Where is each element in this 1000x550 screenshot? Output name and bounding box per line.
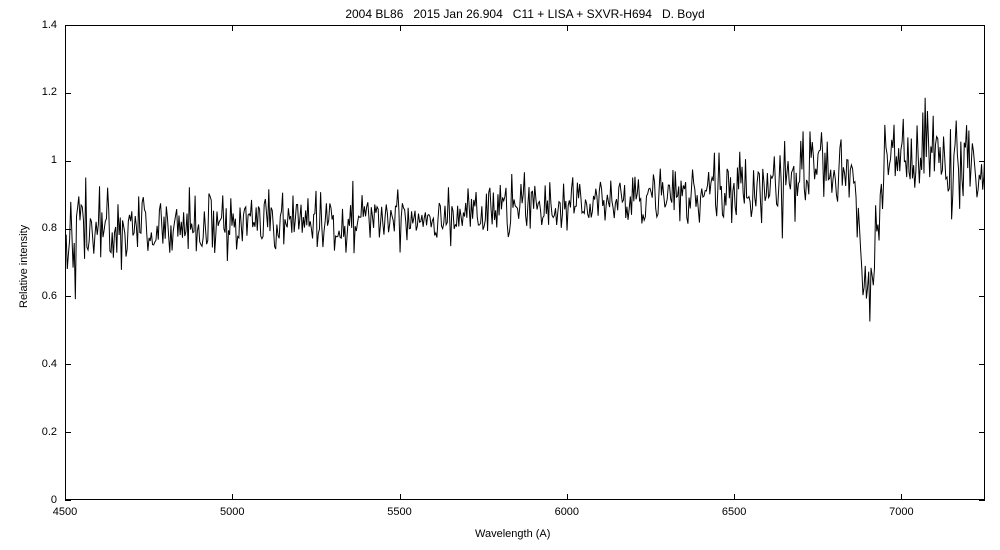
- tick-label: 1.4: [42, 19, 57, 31]
- spectrum-line: [0, 0, 1000, 550]
- tick-label: 1: [51, 154, 57, 166]
- tick-label: 4500: [53, 506, 77, 518]
- tick-mark: [65, 229, 71, 230]
- tick-mark: [65, 161, 71, 162]
- tick-mark: [734, 494, 735, 500]
- tick-mark: [901, 494, 902, 500]
- tick-mark: [979, 25, 985, 26]
- tick-mark: [979, 500, 985, 501]
- tick-label: 6500: [722, 506, 746, 518]
- tick-label: 0: [51, 494, 57, 506]
- tick-label: 6000: [555, 506, 579, 518]
- tick-label: 5000: [220, 506, 244, 518]
- tick-mark: [901, 25, 902, 31]
- tick-mark: [567, 494, 568, 500]
- tick-label: 0.6: [42, 290, 57, 302]
- tick-mark: [979, 93, 985, 94]
- tick-mark: [979, 364, 985, 365]
- tick-mark: [400, 494, 401, 500]
- tick-mark: [232, 494, 233, 500]
- tick-mark: [979, 229, 985, 230]
- tick-mark: [979, 296, 985, 297]
- tick-mark: [567, 25, 568, 31]
- tick-mark: [65, 500, 71, 501]
- y-axis-label: Relative intensity: [18, 224, 30, 307]
- tick-mark: [400, 25, 401, 31]
- tick-mark: [65, 296, 71, 297]
- tick-label: 1.2: [42, 86, 57, 98]
- spectrum-chart: 2004 BL86 2015 Jan 26.904 C11 + LISA + S…: [0, 0, 1000, 550]
- tick-mark: [65, 432, 71, 433]
- tick-mark: [979, 161, 985, 162]
- x-axis-label: Wavelength (A): [475, 528, 550, 540]
- tick-label: 7000: [889, 506, 913, 518]
- tick-label: 0.4: [42, 358, 57, 370]
- tick-mark: [232, 25, 233, 31]
- tick-mark: [979, 432, 985, 433]
- tick-mark: [65, 93, 71, 94]
- tick-label: 0.2: [42, 426, 57, 438]
- tick-label: 0.8: [42, 222, 57, 234]
- tick-mark: [734, 25, 735, 31]
- tick-label: 5500: [387, 506, 411, 518]
- tick-mark: [65, 364, 71, 365]
- tick-mark: [65, 25, 71, 26]
